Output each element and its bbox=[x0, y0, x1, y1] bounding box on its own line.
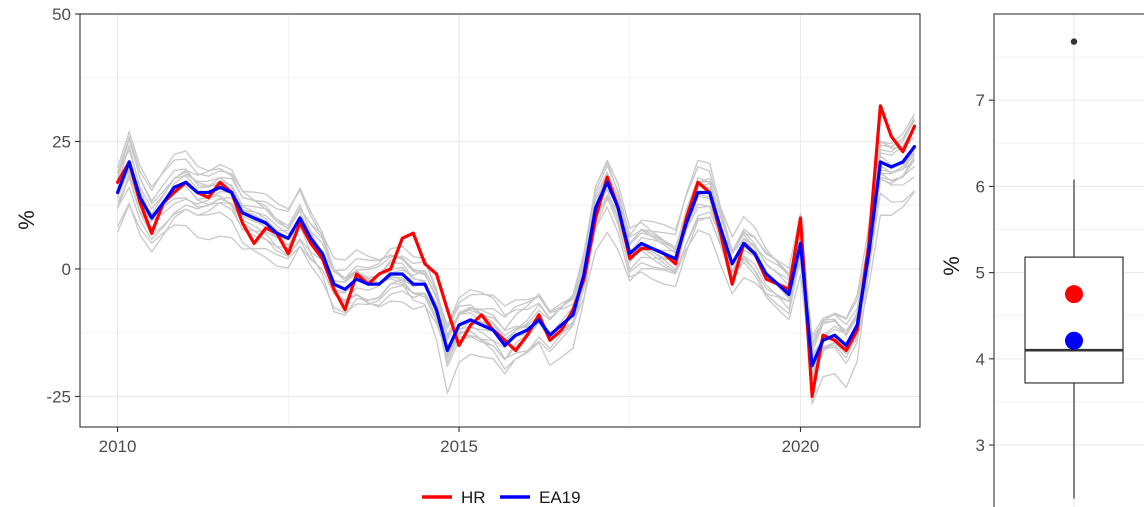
y-tick-label: -25 bbox=[46, 387, 71, 406]
line-y-axis-title: % bbox=[14, 210, 39, 230]
country-line bbox=[117, 190, 915, 379]
y-tick-label: 6 bbox=[976, 177, 985, 196]
box-plot-panel: 3 4 5 6 7 % bbox=[939, 13, 1144, 507]
x-tick-label: 2010 bbox=[99, 437, 137, 456]
country-line bbox=[116, 120, 916, 373]
line-plot-border bbox=[79, 13, 921, 428]
country-line bbox=[117, 137, 915, 348]
legend: HR EA19 bbox=[422, 488, 581, 507]
highlighted-series-group bbox=[115, 104, 917, 398]
series-line-ea19 bbox=[115, 145, 917, 368]
y-tick-label: 0 bbox=[62, 260, 71, 279]
box-y-axis-title: % bbox=[939, 256, 964, 276]
country-line bbox=[117, 176, 915, 361]
point-hr bbox=[1065, 285, 1083, 304]
point-ea19 bbox=[1065, 331, 1083, 350]
country-line bbox=[117, 160, 915, 336]
country-line bbox=[116, 113, 916, 345]
country-line bbox=[116, 156, 916, 366]
legend-label-hr: HR bbox=[461, 488, 486, 507]
box-axis-ticks: 3 4 5 6 7 bbox=[976, 91, 994, 455]
y-tick-label: 7 bbox=[976, 91, 985, 110]
y-tick-label: 50 bbox=[52, 5, 71, 24]
x-tick-label: 2015 bbox=[440, 437, 478, 456]
box-plot-border bbox=[993, 13, 1144, 507]
box-plot-marks bbox=[1024, 38, 1124, 499]
line-plot-background bbox=[80, 14, 920, 427]
y-tick-label: 5 bbox=[976, 264, 985, 283]
iqr-box bbox=[1024, 256, 1124, 384]
line-axis-ticks: 2010 2015 2020 -25 0 25 50 bbox=[46, 5, 819, 456]
x-tick-label: 2020 bbox=[782, 437, 820, 456]
y-tick-label: 3 bbox=[976, 436, 985, 455]
line-chart-panel: 2010 2015 2020 -25 0 25 50 % bbox=[14, 5, 921, 456]
y-tick-label: 25 bbox=[52, 132, 71, 151]
outlier-point bbox=[1070, 38, 1078, 45]
y-tick-label: 4 bbox=[976, 350, 985, 369]
country-line bbox=[116, 126, 916, 405]
legend-label-ea19: EA19 bbox=[539, 488, 581, 507]
